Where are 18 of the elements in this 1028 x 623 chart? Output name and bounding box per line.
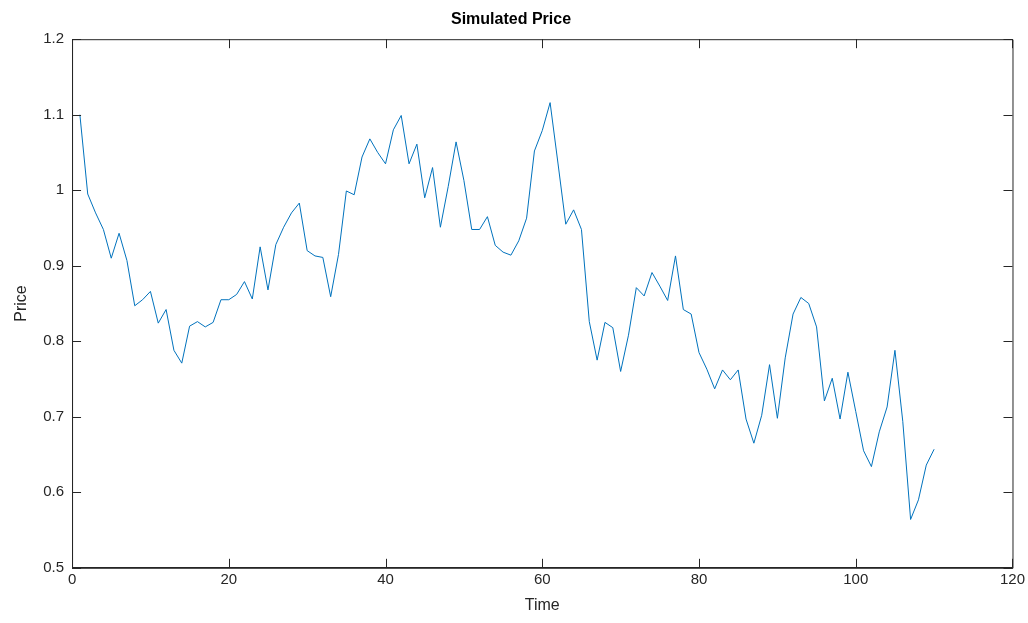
x-tick-label: 0 [67,569,77,587]
y-tick-label: 0.9 [43,255,65,273]
x-tick-label: 60 [533,569,551,587]
y-tick-label: 1.2 [43,29,65,47]
x-tick-label: 80 [690,569,708,587]
y-tick-label: 1.1 [43,104,65,122]
x-tick-label: 120 [999,569,1025,587]
y-tick-label: 0.6 [43,482,65,500]
x-tick-label: 40 [377,569,394,587]
y-tick-label: 1 [55,180,65,198]
y-tick-label: 0.5 [43,557,65,575]
y-axis-title: Price [12,285,30,322]
x-axis-title: Time [524,595,560,613]
y-tick-label: 0.7 [43,406,65,424]
y-tick-label: 0.8 [43,331,65,349]
x-tick-label: 100 [843,569,869,587]
x-tick-label: 20 [220,569,238,587]
chart-title: Simulated Price [450,10,572,28]
